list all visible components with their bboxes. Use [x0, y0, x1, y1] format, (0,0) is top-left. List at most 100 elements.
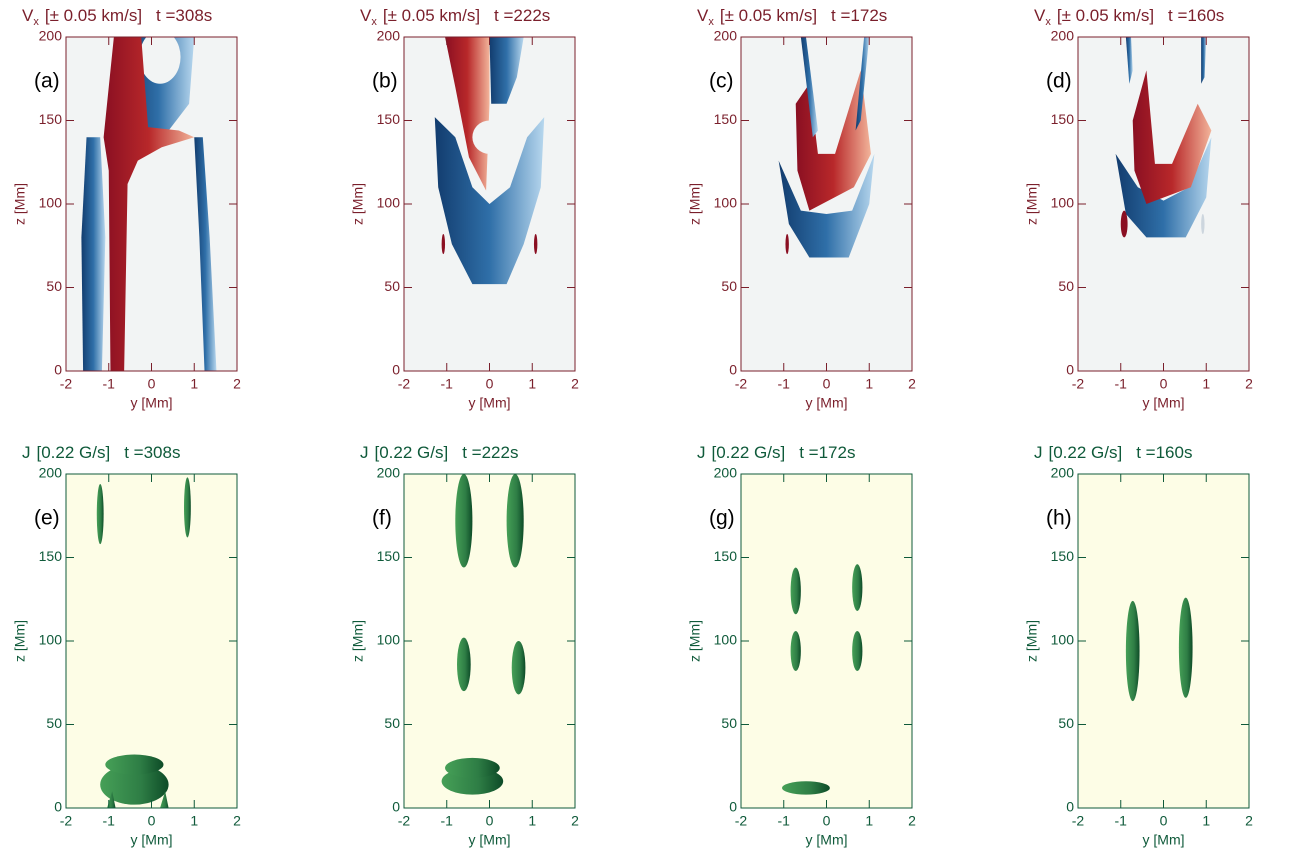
y-tick-label: 100 [714, 195, 738, 211]
title-time: t =308s [124, 443, 180, 462]
x-tick-label: 2 [1245, 376, 1253, 392]
panel: -2 -1 0 1 2 0 50 100 150 200 y [Mm] z [Mm] Vx [± 0.05… [1024, 6, 1253, 410]
x-tick-label: 1 [190, 376, 198, 392]
panel-label: (d) [1046, 70, 1072, 93]
y-tick-label: 100 [39, 632, 63, 648]
x-tick-label: 0 [1160, 813, 1168, 829]
y-tick-label: 0 [729, 362, 737, 378]
x-tick-label: 2 [233, 813, 241, 829]
x-tick-label: -2 [735, 813, 748, 829]
field-region [194, 137, 217, 371]
y-tick-label: 150 [39, 548, 63, 564]
plot-background [1078, 474, 1249, 808]
y-tick-label: 50 [384, 278, 400, 294]
title-quantity: J [1034, 443, 1043, 462]
plot-background [404, 474, 575, 808]
x-tick-label: 1 [528, 813, 536, 829]
panel-label: (a) [34, 70, 60, 93]
x-tick-label: -2 [60, 376, 73, 392]
field-image [782, 564, 863, 795]
title-time: t =160s [1136, 443, 1192, 462]
y-tick-label: 150 [377, 548, 401, 564]
field-region [511, 641, 526, 695]
title-scale: [0.22 G/s] [712, 443, 786, 462]
field-region [445, 757, 500, 778]
y-tick-label: 200 [1051, 465, 1075, 481]
y-tick-label: 0 [392, 799, 400, 815]
field-region [103, 37, 195, 371]
field-region [795, 70, 871, 211]
title-quantity: J [360, 443, 369, 462]
x-tick-label: 2 [571, 376, 579, 392]
field-region [790, 567, 801, 615]
field-region [1120, 210, 1128, 238]
y-tick-label: 200 [39, 465, 63, 481]
y-tick-label: 50 [1058, 715, 1074, 731]
panel-label: (b) [372, 70, 398, 93]
field-image [96, 477, 191, 808]
field-region [852, 630, 863, 672]
title-quantity: V [360, 6, 372, 25]
y-axis-label: z [Mm] [687, 183, 703, 225]
field-region [96, 484, 104, 545]
field-region [183, 477, 191, 538]
panel-title: J [0.22 G/s] t =308s [22, 443, 180, 462]
x-tick-label: -1 [103, 813, 116, 829]
x-tick-label: 2 [908, 813, 916, 829]
x-tick-label: 0 [486, 813, 494, 829]
y-tick-label: 150 [1051, 111, 1075, 127]
panel: -2 -1 0 1 2 0 50 100 150 200 y [Mm] z [Mm] J [0.22 G/… [12, 443, 241, 847]
panel: -2 -1 0 1 2 0 50 100 150 200 y [Mm] z [Mm] J [0.22 G/… [350, 443, 579, 847]
y-axis-label: z [Mm] [687, 620, 703, 662]
y-tick-label: 100 [377, 632, 401, 648]
field-region [1132, 70, 1212, 205]
x-axis-label: y [Mm] [469, 832, 511, 848]
plot-background [741, 37, 912, 371]
x-tick-label: -2 [1072, 813, 1085, 829]
x-tick-label: -2 [1072, 376, 1085, 392]
y-tick-label: 50 [46, 715, 62, 731]
field-region [455, 474, 473, 568]
x-tick-label: 1 [1202, 376, 1210, 392]
x-tick-label: 2 [908, 376, 916, 392]
field-region [533, 234, 538, 255]
x-axis-label: y [Mm] [131, 395, 173, 411]
field-region [489, 37, 524, 104]
field-region [100, 764, 169, 805]
panel-title: Vx [± 0.05 km/s] t =308s [22, 6, 212, 27]
y-tick-label: 200 [714, 28, 738, 44]
field-region [800, 37, 818, 138]
x-tick-label: -1 [1115, 813, 1128, 829]
field-region [472, 120, 507, 154]
title-scale: [0.22 G/s] [375, 443, 449, 462]
panel: -2 -1 0 1 2 0 50 100 150 200 y [Mm] z [Mm] J [0.22 G/… [687, 443, 916, 847]
y-tick-label: 50 [1058, 278, 1074, 294]
x-tick-label: -1 [778, 376, 791, 392]
title-scale: [± 0.05 km/s] [383, 6, 480, 25]
panel-title: Vx [± 0.05 km/s] t =222s [360, 6, 550, 27]
x-tick-label: 0 [148, 376, 156, 392]
field-region [1178, 597, 1193, 698]
x-axis-label: y [Mm] [1143, 395, 1185, 411]
x-tick-label: -2 [398, 813, 411, 829]
y-axis-label: z [Mm] [12, 620, 28, 662]
x-axis-label: y [Mm] [131, 832, 173, 848]
x-tick-label: 2 [571, 813, 579, 829]
y-axis-label: z [Mm] [350, 183, 366, 225]
y-tick-label: 100 [377, 195, 401, 211]
panel: -2 -1 0 1 2 0 50 100 150 200 y [Mm] z [Mm] Vx [± 0.05… [12, 6, 241, 410]
y-tick-label: 50 [384, 715, 400, 731]
x-tick-label: 1 [1202, 813, 1210, 829]
y-tick-label: 50 [46, 278, 62, 294]
y-tick-label: 150 [714, 111, 738, 127]
y-tick-label: 200 [377, 465, 401, 481]
x-tick-label: 1 [865, 813, 873, 829]
y-tick-label: 0 [1066, 799, 1074, 815]
panel-title: J [0.22 G/s] t =222s [360, 443, 518, 462]
y-tick-label: 0 [729, 799, 737, 815]
title-quantity: V [697, 6, 709, 25]
title-quantity: V [22, 6, 34, 25]
panel-label: (g) [709, 507, 735, 530]
field-region [105, 754, 164, 775]
x-tick-label: -1 [103, 376, 116, 392]
